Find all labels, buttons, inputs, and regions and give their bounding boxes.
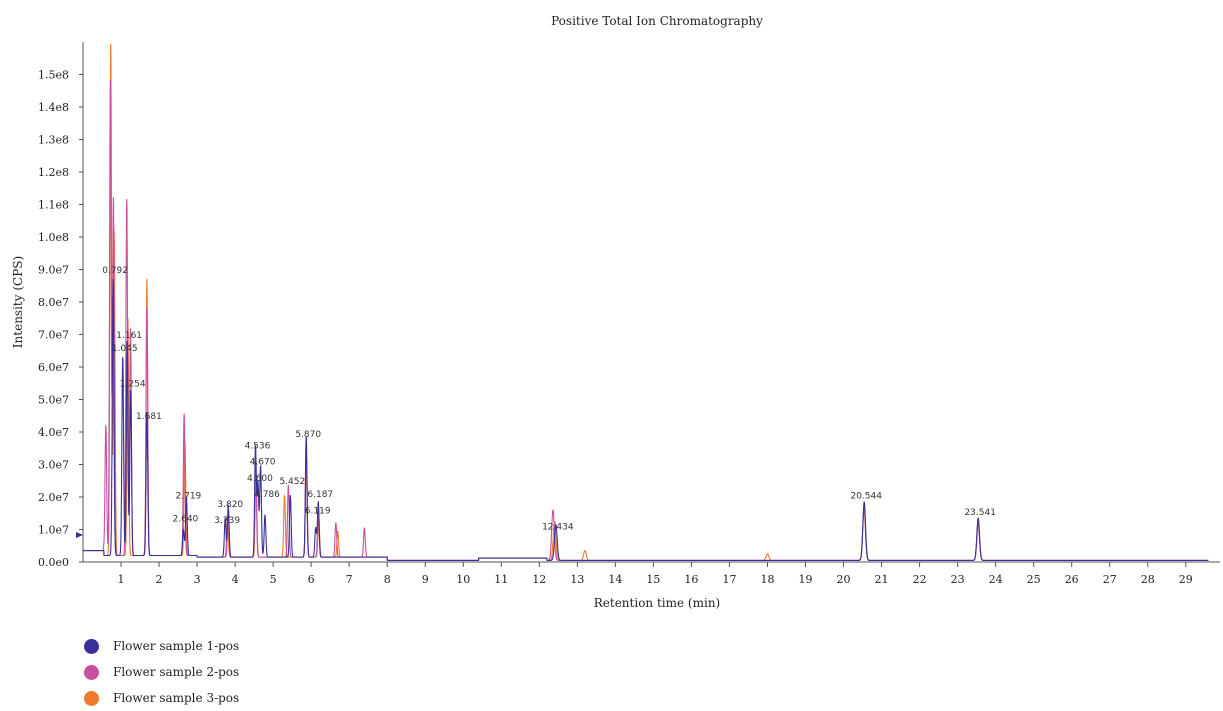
peak-label: 4.786 <box>254 490 280 500</box>
x-tick-label: 8 <box>384 573 391 586</box>
x-tick-label: 11 <box>494 573 508 586</box>
x-tick-label: 22 <box>913 573 927 586</box>
y-tick-label: 7.0e7 <box>38 329 69 342</box>
legend-swatch-sample-2 <box>84 664 99 680</box>
y-tick-label: 1.5e8 <box>38 69 69 82</box>
axes <box>82 42 1220 563</box>
legend-swatch-sample-1 <box>84 638 99 654</box>
peak-label: 1.045 <box>112 344 138 354</box>
x-tick-label: 12 <box>532 573 546 586</box>
peak-label: 5.452 <box>279 477 305 487</box>
legend-label-sample-2: Flower sample 2-pos <box>113 665 240 679</box>
x-tick-label: 13 <box>570 573 584 586</box>
x-tick-label: 18 <box>760 573 774 586</box>
x-tick-label: 17 <box>722 573 736 586</box>
x-tick-label: 29 <box>1179 573 1193 586</box>
y-tick-label: 2.0e7 <box>38 491 69 504</box>
x-tick-label: 20 <box>837 573 851 586</box>
x-tick-label: 16 <box>684 573 698 586</box>
peak-label: 5.870 <box>295 430 321 440</box>
y-tick-label: 1.0e7 <box>38 524 69 537</box>
peak-label: 12.434 <box>542 523 574 533</box>
peak-labels: 0.792 1.161 1.045 1.254 1.681 2.719 2.640 3.820… <box>102 266 996 533</box>
legend-item-sample-3: Flower sample 3-pos <box>84 685 239 711</box>
y-tick-label: 1.1e8 <box>38 199 69 212</box>
series-line-sample-2 <box>82 79 1209 561</box>
x-tick-label: 21 <box>875 573 889 586</box>
y-tick-label: 4.0e7 <box>38 426 69 439</box>
x-tick-label: 3 <box>194 573 201 586</box>
x-tick-label: 26 <box>1065 573 1079 586</box>
x-tick-label: 14 <box>608 573 622 586</box>
chromatogram-chart: Positive Total Ion Chromatography Intens… <box>11 14 1220 610</box>
peak-label: 4.536 <box>245 441 271 451</box>
y-tick-label: 1.3e8 <box>38 134 69 147</box>
legend-item-sample-2: Flower sample 2-pos <box>84 659 239 685</box>
y-tick-label: 8.0e7 <box>38 296 69 309</box>
x-tick-label: 24 <box>989 573 1003 586</box>
peak-label: 4.600 <box>247 474 273 484</box>
peak-label: 6.119 <box>305 506 331 516</box>
y-axis-label: Intensity (CPS) <box>11 256 25 348</box>
peak-label: 1.161 <box>116 331 142 341</box>
y-tick-label: 0.0e0 <box>38 556 69 569</box>
x-axis-label: Retention time (min) <box>594 596 720 610</box>
legend-label-sample-3: Flower sample 3-pos <box>113 691 240 705</box>
x-tick-label: 23 <box>951 573 965 586</box>
peak-label: 4.670 <box>250 458 276 468</box>
legend-label-sample-1: Flower sample 1-pos <box>113 639 240 653</box>
x-tick-label: 27 <box>1103 573 1117 586</box>
x-tick-label: 10 <box>456 573 470 586</box>
y-tick-label: 1.2e8 <box>38 166 69 179</box>
x-ticks: 1 2 3 4 5 6 7 8 9 10 11 12 13 14 15 16 17 18 19 20 21 22 23 24 2… <box>118 562 1193 586</box>
y-ticks: 0.0e0 1.0e7 2.0e7 3.0e7 4.0e7 5.0e7 6.0e7 7.0e7… <box>38 69 83 569</box>
peak-label: 2.719 <box>176 492 202 502</box>
y-tick-label: 1.4e8 <box>38 101 69 114</box>
y-tick-label: 1.0e8 <box>38 231 69 244</box>
x-tick-label: 4 <box>232 573 239 586</box>
peak-label: 1.681 <box>136 412 162 422</box>
peak-label: 1.254 <box>120 380 146 390</box>
peak-label: 3.820 <box>217 500 243 510</box>
x-tick-label: 2 <box>156 573 163 586</box>
y-tick-label: 5.0e7 <box>38 394 69 407</box>
x-tick-label: 28 <box>1141 573 1155 586</box>
x-tick-label: 15 <box>646 573 660 586</box>
peak-label: 20.544 <box>850 492 882 502</box>
y-tick-label: 9.0e7 <box>38 264 69 277</box>
x-tick-label: 5 <box>270 573 277 586</box>
y-tick-label: 6.0e7 <box>38 361 69 374</box>
x-tick-label: 1 <box>118 573 125 586</box>
peak-label: 3.739 <box>214 516 240 526</box>
chart-title: Positive Total Ion Chromatography <box>551 14 763 28</box>
legend: Flower sample 1-pos Flower sample 2-pos … <box>84 633 239 711</box>
peak-label: 6.187 <box>307 490 333 500</box>
legend-item-sample-1: Flower sample 1-pos <box>84 633 239 659</box>
traces <box>82 43 1209 561</box>
legend-swatch-sample-3 <box>84 690 99 706</box>
baseline-marker-icon <box>76 532 83 538</box>
x-tick-label: 19 <box>799 573 813 586</box>
peak-label: 0.792 <box>102 266 128 276</box>
series-line-sample-1 <box>82 278 1209 561</box>
peak-label: 23.541 <box>964 508 996 518</box>
x-tick-label: 7 <box>346 573 353 586</box>
x-tick-label: 6 <box>308 573 315 586</box>
x-tick-label: 25 <box>1027 573 1041 586</box>
x-tick-label: 9 <box>422 573 429 586</box>
peak-label: 2.640 <box>173 514 199 524</box>
y-tick-label: 3.0e7 <box>38 459 69 472</box>
